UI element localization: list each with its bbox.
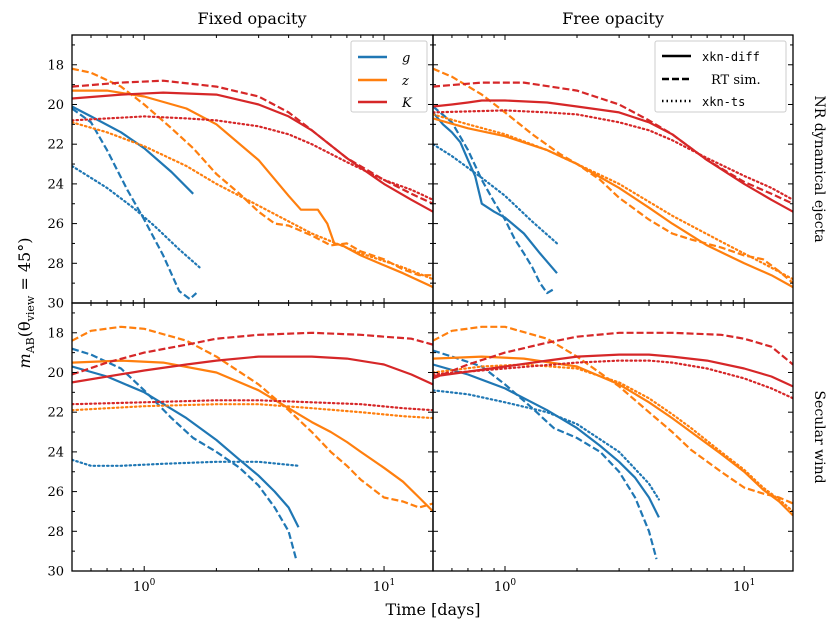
series-K-dashed	[72, 331, 433, 376]
y-tick-label: 28	[47, 257, 64, 272]
y-tick-label: 22	[47, 138, 64, 153]
series-g-dashed	[433, 105, 555, 295]
x-tick-label: 101	[373, 578, 395, 595]
series-z-solid	[433, 117, 793, 289]
series-K-dotted	[433, 359, 793, 400]
y-tick-label: 18	[47, 326, 64, 341]
series-K-solid	[433, 99, 793, 213]
series-K-solid	[72, 91, 433, 213]
series-z-dotted	[433, 363, 793, 513]
series-z-dotted	[72, 121, 433, 281]
y-tick-label: 20	[47, 366, 64, 381]
series-z-dotted	[72, 403, 433, 420]
series-g-dotted	[433, 143, 559, 245]
series-z-solid	[433, 355, 793, 517]
series-K-dashed	[72, 79, 433, 205]
series-z-dashed	[72, 67, 433, 277]
series-K-dotted	[72, 115, 433, 201]
series-g-dotted	[433, 389, 660, 501]
y-tick-label: 18	[47, 58, 64, 73]
column-title-fixed-opacity: Fixed opacity	[198, 9, 307, 28]
series-K-dotted	[433, 109, 793, 201]
series-K-dotted	[72, 399, 433, 412]
series-z-dashed	[433, 67, 793, 284]
series-K-solid	[72, 355, 433, 386]
y-tick-label: 28	[47, 525, 64, 540]
panel-frame	[432, 302, 794, 572]
y-tick-label: 26	[47, 485, 64, 500]
panel-3: 18 20 22 24 26 28 30 100 101	[47, 302, 434, 595]
legend-label-rt-sim: RT sim.	[711, 73, 761, 88]
series-g-solid	[72, 105, 194, 195]
y-tick-label: 30	[47, 565, 64, 580]
legend-label-g: g	[402, 51, 410, 66]
y-tick-label: 26	[47, 217, 64, 232]
series-z-dashed	[72, 325, 433, 509]
y-tick-label: 30	[47, 297, 64, 312]
series-z-dotted	[433, 113, 793, 281]
y-axis-label: mAB(θview = 45°)	[15, 238, 37, 369]
series-g-dashed	[72, 347, 298, 560]
series-z-dashed	[433, 325, 793, 505]
style-legend: xkn-diff RT sim. xkn-ts	[654, 40, 787, 113]
legend-label-xkn-ts: xkn-ts	[702, 95, 745, 109]
x-tick-label: 100	[133, 578, 156, 595]
series-z-solid	[72, 89, 433, 289]
legend-label-K: K	[401, 96, 413, 111]
series-g-solid	[72, 365, 300, 528]
y-tick-label: 24	[47, 177, 64, 192]
band-legend: g z K	[350, 40, 428, 113]
x-tick-label: 101	[733, 578, 755, 595]
panel-2	[432, 34, 794, 304]
series-g-solid	[433, 111, 558, 274]
legend-label-xkn-diff: xkn-diff	[702, 50, 760, 64]
series-g-solid	[433, 363, 660, 518]
series-g-dashed	[72, 107, 198, 301]
panel-4: 100 101	[432, 302, 794, 595]
x-axis-label: Time [days]	[385, 600, 480, 619]
series-K-dashed	[433, 81, 793, 205]
panel-1: 18 20 22 24 26 28 30	[47, 34, 434, 312]
y-tick-label: 20	[47, 98, 64, 113]
y-tick-label: 22	[47, 406, 64, 421]
series-K-solid	[433, 353, 793, 388]
series-g-dotted	[72, 164, 201, 269]
row-title-nr-dynamical-ejecta: NR dynamical ejecta	[811, 95, 827, 242]
panel-frame	[71, 302, 434, 572]
series-g-dashed	[433, 349, 658, 560]
x-tick-label: 100	[494, 578, 517, 595]
legend-label-z: z	[401, 74, 409, 89]
row-title-secular-wind: Secular wind	[811, 390, 827, 483]
series-z-solid	[72, 359, 433, 513]
series-K-dashed	[433, 331, 793, 380]
y-tick-label: 24	[47, 445, 64, 460]
series-g-dotted	[72, 458, 300, 467]
column-title-free-opacity: Free opacity	[562, 9, 664, 28]
